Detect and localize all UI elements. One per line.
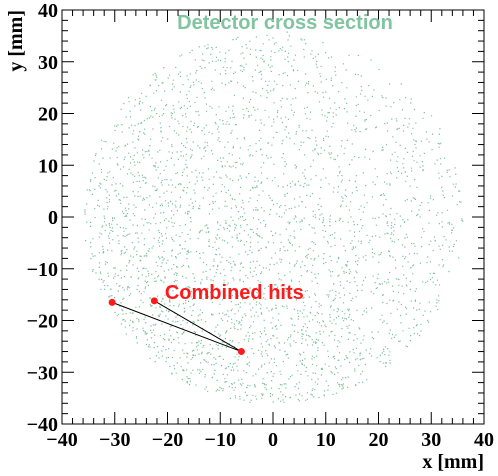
x-tick-label: −30: [99, 429, 130, 451]
x-tick-labels: −40 −30 −20 −10 0 10 20 30 40: [46, 429, 494, 451]
y-tick-label: 20: [38, 104, 58, 126]
y-tick-label: −10: [27, 259, 58, 281]
axis-ticks: [61, 9, 485, 425]
y-tick-label: 0: [48, 207, 58, 229]
x-tick-label: 30: [421, 429, 441, 451]
hit-point: [237, 348, 245, 356]
x-axis-label: x [mm]: [422, 451, 484, 473]
x-tick-label: −20: [152, 429, 183, 451]
x-tick-label: 20: [369, 429, 389, 451]
hit-point: [108, 298, 116, 306]
hit-segment: [111, 301, 242, 353]
x-tick-label: 10: [316, 429, 336, 451]
y-axis-label: y [mm]: [5, 10, 27, 72]
combined-hits-points: [108, 297, 245, 356]
y-tick-label: −40: [27, 414, 58, 436]
y-tick-label: 30: [38, 52, 58, 74]
chart-title: Detector cross section: [177, 12, 393, 34]
combined-hits-lines: [111, 300, 242, 353]
combined-hits-label: Combined hits: [165, 282, 304, 304]
x-tick-label: −10: [205, 429, 236, 451]
x-tick-label: 0: [268, 429, 278, 451]
detector-hit-cloud: [84, 31, 464, 403]
detector-hits-scatter: [84, 31, 464, 403]
y-tick-label: −20: [27, 311, 58, 333]
y-tick-labels: −40 −30 −20 −10 0 10 20 30 40: [27, 0, 58, 436]
y-tick-label: −30: [27, 362, 58, 384]
y-tick-label: 10: [38, 155, 58, 177]
x-tick-label: −40: [46, 429, 77, 451]
hit-point: [150, 297, 158, 305]
x-tick-label: 40: [474, 429, 494, 451]
hit-segment: [154, 300, 242, 352]
y-tick-label: 40: [38, 0, 58, 22]
